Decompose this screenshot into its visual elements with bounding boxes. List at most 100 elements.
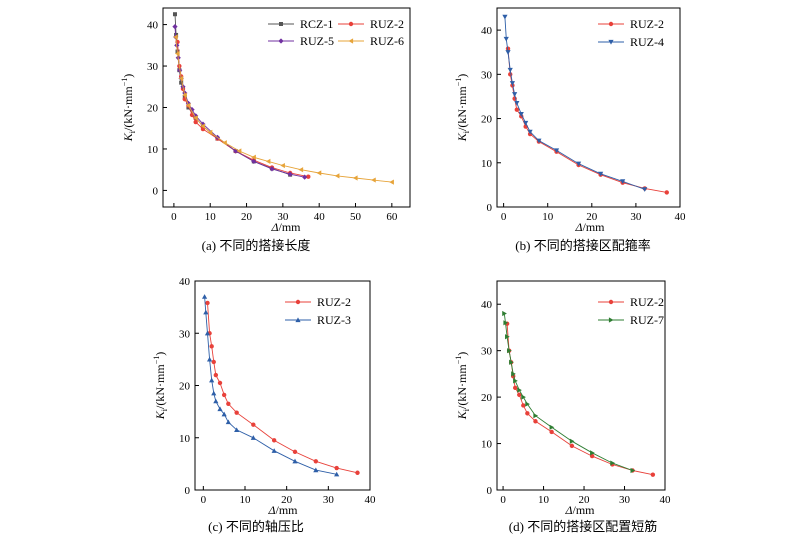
x-axis-unit: /mm	[573, 503, 596, 517]
data-point	[174, 51, 180, 57]
y-tick-label: 10	[481, 158, 493, 170]
legend-marker	[295, 299, 301, 305]
data-point	[514, 100, 520, 106]
data-point	[642, 187, 648, 192]
data-point	[209, 377, 215, 383]
series-ruz-5	[172, 24, 308, 180]
data-point	[610, 460, 615, 466]
data-point	[205, 300, 210, 306]
data-point	[523, 120, 529, 126]
data-point	[664, 190, 669, 195]
chart-panel-a: 0 10 20 30 40 50 60 0 10 20 30 40 Δ/mm Ki/(kN·mm−1) RC…	[120, 7, 411, 253]
data-point	[509, 81, 516, 86]
y-tick-label: 40	[481, 299, 493, 311]
data-point	[193, 119, 198, 125]
data-point	[193, 115, 198, 121]
series-line	[204, 296, 337, 475]
data-point	[217, 380, 223, 386]
legend-item: RUZ-3	[285, 313, 351, 327]
data-point	[590, 450, 595, 456]
series-ruz-7	[502, 310, 636, 474]
data-point	[179, 80, 184, 85]
series-ruz-6	[173, 34, 394, 185]
data-point	[505, 50, 511, 55]
data-point	[225, 419, 231, 425]
data-point	[511, 371, 516, 377]
data-point	[211, 359, 216, 365]
data-point	[589, 453, 595, 459]
y-axis-subscript: i	[128, 130, 137, 133]
legend-label: RUZ-5	[300, 34, 334, 48]
data-point	[265, 158, 271, 164]
data-point	[316, 170, 322, 176]
series-ruz-2	[504, 321, 656, 477]
legend-item: RUZ-5	[268, 34, 334, 48]
data-point	[513, 378, 518, 384]
series-rcz-1	[172, 12, 293, 177]
data-point	[569, 443, 575, 449]
chart-panel-d: 0 10 20 30 40010203040Δ/mmKi/(kN·mm−1)RUZ-2R…	[454, 280, 671, 534]
y-tick-label: 20	[147, 103, 159, 115]
y-axis-subscript: i	[462, 408, 471, 411]
data-point	[598, 171, 604, 177]
data-point	[173, 34, 178, 40]
data-point	[620, 179, 626, 184]
data-point	[352, 175, 358, 181]
x-axis-symbol: Δ	[564, 503, 572, 517]
x-tick-label: 0	[201, 494, 207, 506]
data-point	[251, 158, 257, 164]
data-point	[292, 449, 298, 455]
data-point	[269, 166, 275, 172]
data-point	[313, 467, 319, 473]
legend-label: RUZ-4	[630, 35, 664, 49]
data-point	[513, 385, 518, 391]
legend-item: RUZ-2	[598, 17, 664, 31]
x-axis-symbol: Δ	[270, 220, 278, 234]
y-tick-label: 30	[481, 69, 493, 81]
data-point	[533, 413, 539, 419]
y-axis-unit: /(kN·mm	[455, 364, 469, 409]
data-point	[204, 330, 211, 336]
y-axis-close: )	[153, 352, 167, 356]
y-axis-label: Ki/(kN·mm−1)	[120, 74, 137, 142]
x-axis-label: Δ/mm	[270, 220, 301, 234]
panel-caption: (b) 不同的搭接区配箍率	[515, 238, 650, 253]
legend-item: RUZ-2	[338, 17, 404, 31]
data-point	[302, 174, 308, 180]
x-axis-unit: /mm	[279, 220, 302, 234]
legend-marker	[608, 21, 614, 27]
legend-marker	[278, 38, 284, 44]
series-line	[503, 313, 633, 471]
series-ruz-2	[175, 39, 311, 179]
legend-marker	[348, 21, 354, 27]
data-point	[517, 387, 522, 393]
data-point	[306, 174, 311, 179]
x-tick-label: 0	[500, 494, 506, 506]
data-point	[525, 411, 530, 416]
data-point	[271, 438, 277, 443]
data-point	[172, 24, 178, 30]
data-point	[287, 171, 293, 177]
legend-marker	[348, 38, 354, 44]
data-point	[221, 392, 227, 398]
data-point	[207, 129, 213, 135]
data-point	[505, 334, 510, 340]
y-tick-label: 0	[487, 202, 493, 214]
x-tick-label: 20	[281, 494, 293, 506]
series-line	[207, 302, 358, 474]
x-tick-label: 30	[323, 494, 335, 506]
x-tick-label: 60	[386, 211, 398, 223]
data-point	[549, 429, 554, 435]
data-point	[507, 348, 512, 354]
data-point	[389, 179, 394, 185]
legend-label: RUZ-6	[370, 34, 404, 48]
series-line	[177, 41, 309, 178]
legend-label: RUZ-3	[317, 313, 351, 327]
data-point	[517, 392, 522, 397]
series-line	[174, 26, 305, 178]
y-tick-label: 40	[481, 25, 493, 37]
legend-item: RUZ-6	[338, 34, 404, 48]
data-point	[334, 471, 340, 477]
x-tick-label: 10	[205, 211, 217, 223]
data-point	[512, 92, 518, 97]
